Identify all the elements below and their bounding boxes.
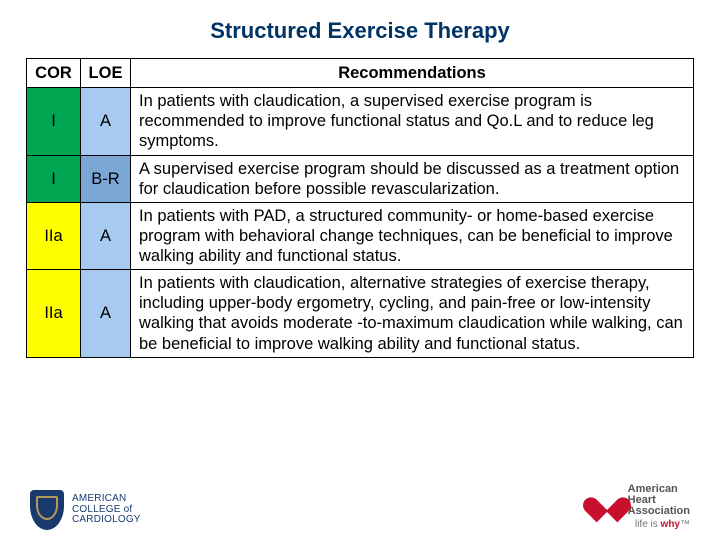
loe-cell: B-R [81, 155, 131, 202]
header-recommendations: Recommendations [131, 59, 694, 88]
aha-line3: Association [628, 506, 690, 517]
table-row: IIaAIn patients with PAD, a structured c… [27, 202, 694, 269]
recommendation-cell: In patients with PAD, a structured commu… [131, 202, 694, 269]
aha-logo: American Heart Association life is why™ [592, 484, 690, 530]
acc-shield-icon [30, 490, 64, 530]
recommendation-cell: In patients with claudication, alternati… [131, 270, 694, 358]
loe-cell: A [81, 270, 131, 358]
loe-cell: A [81, 202, 131, 269]
acc-logo-text: AMERICAN COLLEGE of CARDIOLOGY [72, 494, 141, 526]
acc-logo: AMERICAN COLLEGE of CARDIOLOGY [30, 490, 141, 530]
header-loe: LOE [81, 59, 131, 88]
table-row: IB-RA supervised exercise program should… [27, 155, 694, 202]
torch-icon [605, 483, 609, 505]
loe-cell: A [81, 88, 131, 155]
cor-cell: I [27, 88, 81, 155]
cor-cell: IIa [27, 270, 81, 358]
acc-line3: CARDIOLOGY [72, 515, 141, 526]
recommendations-table-container: COR LOE Recommendations IAIn patients wi… [0, 58, 720, 358]
cor-cell: I [27, 155, 81, 202]
recommendation-cell: In patients with claudication, a supervi… [131, 88, 694, 155]
header-cor: COR [27, 59, 81, 88]
footer: AMERICAN COLLEGE of CARDIOLOGY American … [0, 478, 720, 540]
table-row: IIaAIn patients with claudication, alter… [27, 270, 694, 358]
recommendation-cell: A supervised exercise program should be … [131, 155, 694, 202]
table-header-row: COR LOE Recommendations [27, 59, 694, 88]
aha-tagline: life is why™ [635, 519, 690, 530]
page-title: Structured Exercise Therapy [0, 0, 720, 58]
aha-logo-text: American Heart Association [628, 484, 690, 517]
heart-icon [592, 487, 622, 515]
table-row: IAIn patients with claudication, a super… [27, 88, 694, 155]
cor-cell: IIa [27, 202, 81, 269]
recommendations-table: COR LOE Recommendations IAIn patients wi… [26, 58, 694, 358]
